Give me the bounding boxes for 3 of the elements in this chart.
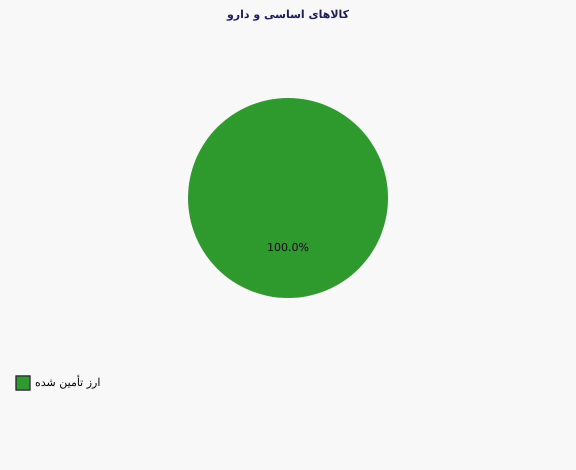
legend-label: ارز تأمین شده	[35, 374, 100, 389]
data-label: 100.0%	[267, 241, 309, 254]
chart-title: کالاهای اساسی و دارو	[226, 8, 350, 21]
